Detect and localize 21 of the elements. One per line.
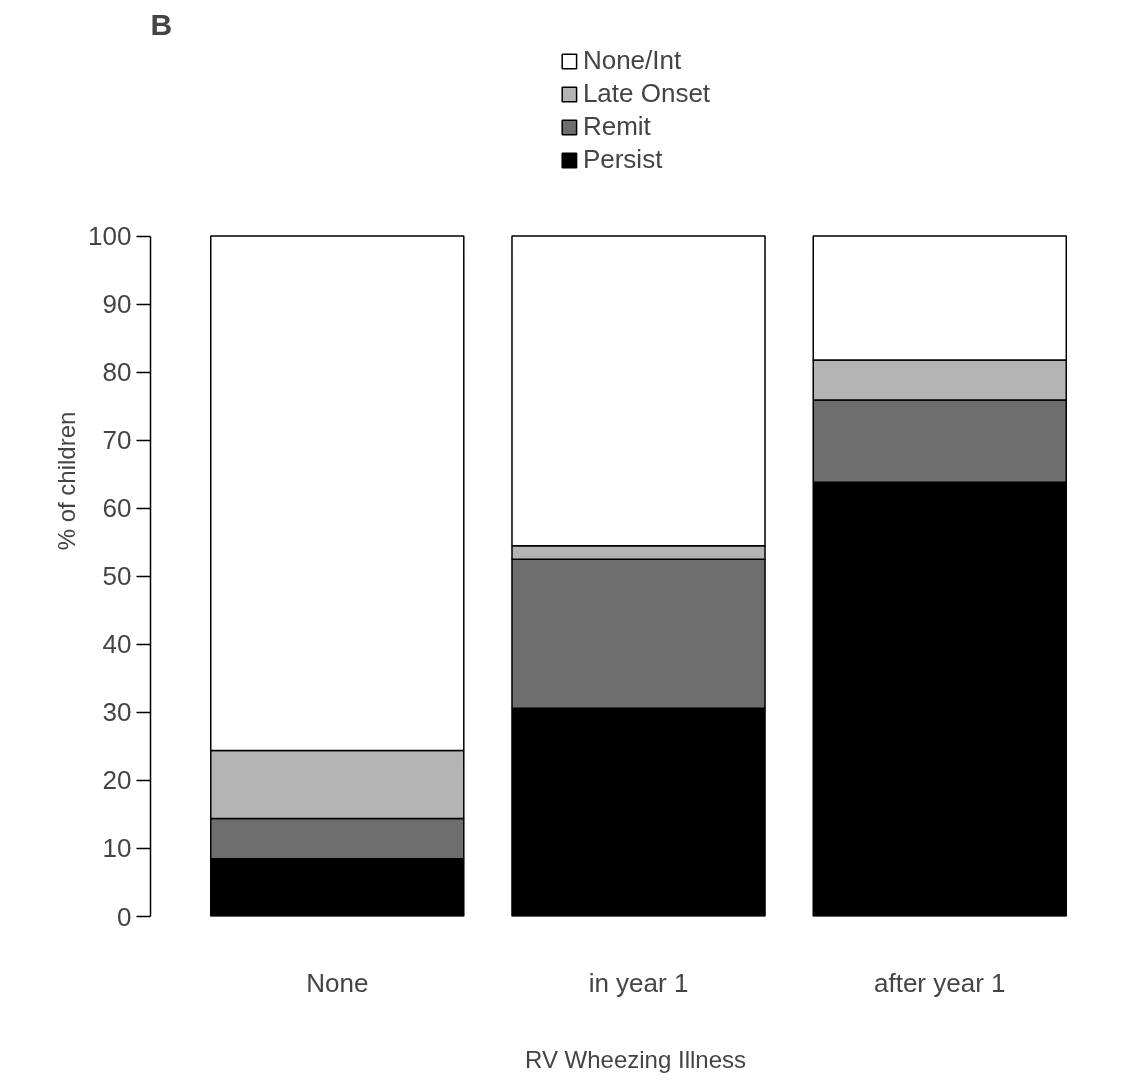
legend-label: None/Int — [582, 45, 682, 76]
y-tick-label: 10 — [102, 833, 132, 864]
x-tick-label: after year 1 — [874, 967, 1006, 998]
y-tick-label: 50 — [102, 561, 132, 592]
legend-label: Persist — [582, 144, 663, 175]
y-tick-label: 70 — [102, 425, 132, 456]
legend-label: Late Onset — [582, 78, 711, 109]
x-tick-label: in year 1 — [588, 967, 689, 998]
y-tick-label: 0 — [117, 901, 132, 932]
x-tick-label: None — [306, 967, 369, 998]
x-axis-title: RV Wheezing Illness — [525, 1045, 746, 1073]
y-tick-label: 80 — [102, 357, 132, 388]
y-tick-label: 90 — [102, 289, 132, 320]
legend-label: Remit — [582, 111, 651, 142]
y-tick-label: 40 — [102, 629, 132, 660]
chart-title: B — [150, 7, 173, 41]
y-tick-label: 20 — [102, 765, 132, 796]
y-tick-label: 30 — [102, 697, 132, 728]
y-axis-title: % of children — [53, 411, 81, 551]
y-tick-label: 100 — [88, 221, 132, 252]
y-tick-label: 60 — [102, 493, 132, 524]
